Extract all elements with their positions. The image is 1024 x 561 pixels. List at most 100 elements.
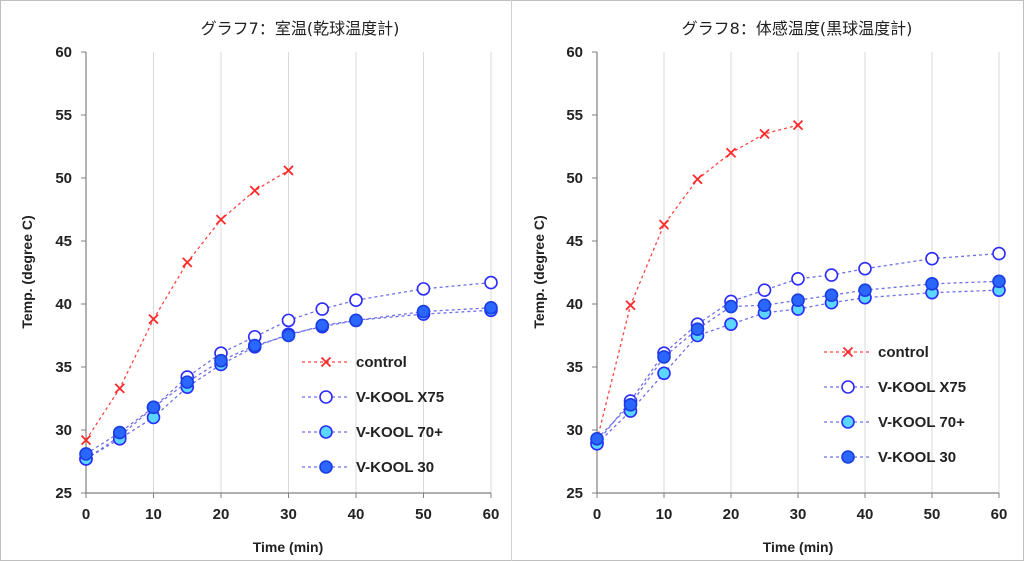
data-point [824,288,839,302]
x-tick-label: 10 [656,506,673,523]
data-point [759,128,770,140]
legend-label: V-KOOL 30 [878,449,956,466]
y-tick-label: 30 [566,422,583,439]
y-tick-label: 55 [566,107,583,124]
legend-label: V-KOOL 30 [356,459,434,476]
data-point [349,313,363,328]
y-tick-label: 30 [55,422,72,439]
y-tick-label: 45 [566,233,583,250]
y-tick-label: 45 [55,233,72,250]
data-point [590,432,604,446]
y-tick-label: 40 [55,296,72,313]
x-tick-label: 20 [213,506,230,523]
data-point [992,274,1006,289]
y-tick-label: 60 [566,44,583,61]
x-tick-label: 0 [82,506,90,523]
x-tick-label: 50 [924,506,941,523]
legend-label: V-KOOL X75 [878,379,966,396]
legend-marker [841,415,855,429]
data-point [281,313,296,328]
series-line [596,124,799,441]
data-point [80,434,92,446]
data-point [146,400,161,415]
legend-marker [319,460,333,474]
data-point [657,366,671,381]
data-point [349,293,363,308]
chart-divider [511,0,512,561]
y-tick-label: 50 [55,170,72,187]
y-tick-label: 60 [55,44,72,61]
legend-marker [841,380,855,394]
data-point [724,317,738,331]
data-point [79,447,93,461]
data-point [283,165,294,176]
legend-marker [319,390,333,404]
data-point [992,246,1006,261]
legend-entry: V-KOOL 70+ [302,424,443,441]
series-line [85,309,492,460]
x-tick-label: 40 [348,506,365,523]
series-line [85,169,289,441]
data-point [484,300,498,315]
data-point [791,271,805,286]
y-tick-label: 35 [55,359,72,376]
data-point [112,425,127,440]
data-point [824,268,839,282]
x-tick-label: 60 [991,506,1008,523]
legend-entry: V-KOOL 30 [302,459,434,476]
y-tick-label: 25 [55,485,72,502]
y-tick-label: 35 [566,359,583,376]
data-point [725,147,737,158]
x-axis-label: Time (min) [763,539,834,555]
legend-label: control [356,354,407,371]
legend-marker [319,425,333,439]
plot-area: 0 10 20 30 40 50 60 25 30 35 40 45 50 55 60 control V-KO… [55,44,499,523]
x-tick-label: 40 [857,506,874,523]
x-tick-label: 30 [790,506,807,523]
data-point [114,383,125,394]
data-point [214,353,228,368]
chart-room-temperature: グラフ7：室温(乾球温度計) Time (min) Temp. (degree … [19,19,499,555]
series-line [85,307,492,455]
data-point [315,302,330,316]
legend-label: V-KOOL 70+ [878,414,965,431]
data-point [249,185,260,196]
data-point [281,328,296,343]
data-point [757,298,772,313]
data-point [792,119,804,131]
data-point [625,300,636,311]
data-point [315,318,330,333]
legend-entry: V-KOOL X75 [824,379,966,396]
data-point [925,277,939,291]
x-tick-label: 60 [483,506,500,523]
legend-marker [320,356,332,368]
y-axis-label: Temp. (degree C) [531,215,547,328]
plot-area: 0 10 20 30 40 50 60 25 30 35 40 45 50 55 60 control V-KO… [566,44,1007,523]
legend-entry: V-KOOL 30 [824,449,956,466]
x-tick-label: 20 [723,506,740,523]
legend-marker [841,450,855,464]
data-point [416,304,431,319]
data-point [858,261,872,276]
data-point [215,214,227,225]
y-axis-label: Temp. (degree C) [19,215,35,328]
series-control [591,119,804,446]
legend-entry: V-KOOL X75 [302,389,444,406]
legend-label: V-KOOL 70+ [356,424,443,441]
data-point [247,338,262,353]
legend-entry: control [824,344,929,361]
x-axis-label: Time (min) [253,539,324,555]
series-control [80,165,294,446]
series-v-kool-30 [590,274,1006,446]
y-tick-label: 25 [566,485,583,502]
chart-title: グラフ8：体感温度(黒球温度計) [682,19,913,38]
legend-entry: V-KOOL 70+ [824,414,965,431]
data-point [690,322,705,337]
legend-label: V-KOOL X75 [356,389,444,406]
y-tick-label: 40 [566,296,583,313]
chart-title: グラフ7：室温(乾球温度計) [201,19,400,38]
chart-perceived-temperature: グラフ8：体感温度(黒球温度計) Time (min) Temp. (degre… [531,19,1007,555]
data-point [484,275,498,290]
data-point [658,219,670,230]
x-tick-label: 10 [145,506,162,523]
